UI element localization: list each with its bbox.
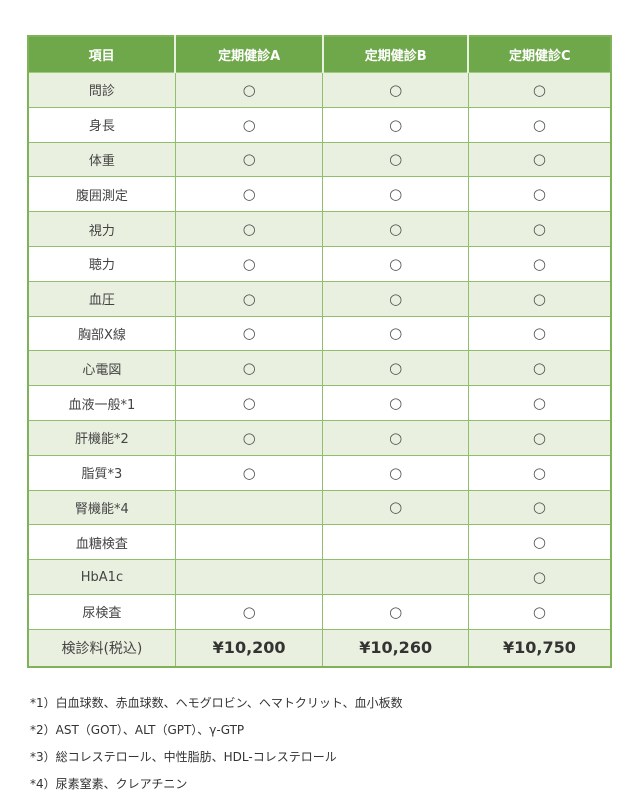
- item-cell: 聴力: [27, 245, 176, 282]
- table-row: 血液一般*1 ○ ○ ○: [27, 385, 612, 421]
- plan-c-cell: ○: [467, 280, 612, 317]
- plan-b-cell: ○: [322, 350, 469, 387]
- plan-b-cell: ○: [322, 211, 469, 247]
- table-row: 肝機能*2 ○ ○ ○: [27, 419, 612, 456]
- table-row: 血圧 ○ ○ ○: [27, 280, 612, 317]
- header-plan-b: 定期健診B: [321, 35, 469, 73]
- plan-b-cell: [322, 559, 469, 595]
- plan-c-cell: ○: [467, 419, 612, 456]
- table-row: 尿検査 ○ ○ ○: [27, 593, 612, 630]
- plan-b-cell: ○: [322, 176, 469, 213]
- plan-c-cell: ○: [467, 106, 612, 143]
- plan-b-cell: ○: [322, 454, 469, 491]
- item-cell: 血糖検査: [27, 524, 176, 561]
- footnote-4: *4）尿素窒素、クレアチニン: [30, 777, 188, 791]
- table-row: 心電図 ○ ○ ○: [27, 350, 612, 387]
- item-cell: 身長: [27, 106, 176, 143]
- item-cell: HbA1c: [27, 559, 176, 595]
- footnote-1: *1）白血球数、赤血球数、ヘモグロビン、ヘマトクリット、血小板数: [30, 696, 403, 710]
- item-cell: 脂質*3: [27, 454, 176, 491]
- plan-a-cell: [174, 524, 324, 561]
- plan-a-cell: ○: [174, 315, 324, 352]
- plan-b-cell: ○: [322, 72, 469, 108]
- table-row: 脂質*3 ○ ○ ○: [27, 454, 612, 491]
- table-row: 血糖検査 ○: [27, 524, 612, 561]
- item-cell: 体重: [27, 141, 176, 178]
- plan-a-cell: ○: [174, 245, 324, 282]
- header-plan-c: 定期健診C: [467, 35, 612, 73]
- plan-c-cell: ○: [467, 245, 612, 282]
- fee-label: 検診料(税込): [27, 628, 176, 668]
- plan-c-cell: ○: [467, 524, 612, 561]
- item-cell: 胸部X線: [27, 315, 176, 352]
- footnote-2: *2）AST（GOT）、ALT（GPT）、γ-GTP: [30, 723, 245, 737]
- item-cell: 問診: [27, 72, 176, 108]
- item-cell: 腎機能*4: [27, 489, 176, 526]
- table-row: 胸部X線 ○ ○ ○: [27, 315, 612, 352]
- plan-c-cell: ○: [467, 350, 612, 387]
- table-row: 腹囲測定 ○ ○ ○: [27, 176, 612, 213]
- plan-c-cell: ○: [467, 141, 612, 178]
- plan-c-cell: ○: [467, 385, 612, 421]
- plan-a-cell: ○: [174, 350, 324, 387]
- plan-b-cell: ○: [322, 245, 469, 282]
- plan-a-cell: ○: [174, 454, 324, 491]
- table-row: 体重 ○ ○ ○: [27, 141, 612, 178]
- item-cell: 血圧: [27, 280, 176, 317]
- plan-b-cell: ○: [322, 489, 469, 526]
- plan-b-cell: ○: [322, 593, 469, 630]
- plan-a-cell: ○: [174, 593, 324, 630]
- header-plan-a: 定期健診A: [174, 35, 324, 73]
- header-row: 項目 定期健診A 定期健診B 定期健診C: [28, 35, 612, 73]
- plan-b-cell: ○: [322, 141, 469, 178]
- plan-a-cell: ○: [174, 176, 324, 213]
- item-cell: 肝機能*2: [27, 419, 176, 456]
- plan-b-cell: [322, 524, 469, 561]
- plan-a-cell: ○: [174, 385, 324, 421]
- fee-plan-a: ¥10,200: [174, 628, 324, 668]
- plan-c-cell: ○: [467, 315, 612, 352]
- checkup-comparison-table: 項目 定期健診A 定期健診B 定期健診C 問診 ○ ○ ○ 身長 ○ ○ ○ 体重 ○ ○ ○ 腹囲測定…: [27, 35, 612, 668]
- plan-a-cell: ○: [174, 419, 324, 456]
- plan-c-cell: ○: [467, 593, 612, 630]
- table-row: 視力 ○ ○ ○: [27, 211, 612, 247]
- plan-b-cell: ○: [322, 419, 469, 456]
- table-row: 腎機能*4 ○ ○: [27, 489, 612, 526]
- fee-plan-b: ¥10,260: [322, 628, 469, 668]
- item-cell: 心電図: [27, 350, 176, 387]
- plan-a-cell: ○: [174, 280, 324, 317]
- plan-c-cell: ○: [467, 454, 612, 491]
- item-cell: 視力: [27, 211, 176, 247]
- plan-b-cell: ○: [322, 280, 469, 317]
- plan-a-cell: ○: [174, 141, 324, 178]
- item-cell: 腹囲測定: [27, 176, 176, 213]
- plan-c-cell: ○: [467, 559, 612, 595]
- table-row: 身長 ○ ○ ○: [27, 106, 612, 143]
- plan-c-cell: ○: [467, 489, 612, 526]
- plan-a-cell: ○: [174, 106, 324, 143]
- plan-a-cell: [174, 489, 324, 526]
- footnote-3: *3）総コレステロール、中性脂肪、HDL-コレステロール: [30, 750, 337, 764]
- item-cell: 血液一般*1: [27, 385, 176, 421]
- plan-c-cell: ○: [467, 176, 612, 213]
- fee-plan-c: ¥10,750: [467, 628, 612, 668]
- plan-a-cell: ○: [174, 211, 324, 247]
- item-cell: 尿検査: [27, 593, 176, 630]
- plan-a-cell: ○: [174, 72, 324, 108]
- plan-c-cell: ○: [467, 72, 612, 108]
- plan-c-cell: ○: [467, 211, 612, 247]
- header-item: 項目: [28, 35, 176, 73]
- plan-b-cell: ○: [322, 385, 469, 421]
- plan-b-cell: ○: [322, 315, 469, 352]
- fee-row: 検診料(税込) ¥10,200 ¥10,260 ¥10,750: [27, 628, 612, 668]
- footnotes: *1）白血球数、赤血球数、ヘモグロビン、ヘマトクリット、血小板数 *2）AST（…: [30, 692, 403, 800]
- plan-a-cell: [174, 559, 324, 595]
- table-row: 問診 ○ ○ ○: [27, 72, 612, 108]
- table-row: HbA1c ○: [27, 559, 612, 595]
- table-row: 聴力 ○ ○ ○: [27, 245, 612, 282]
- plan-b-cell: ○: [322, 106, 469, 143]
